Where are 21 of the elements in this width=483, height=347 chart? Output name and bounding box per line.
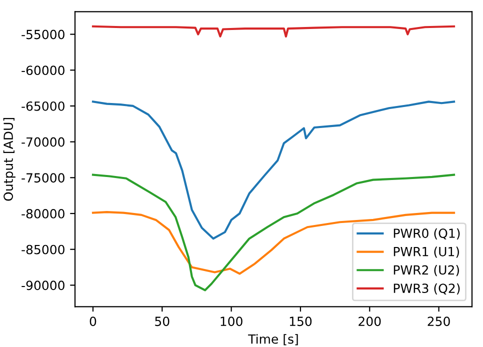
y-tick-label: -75000 <box>22 173 64 183</box>
x-axis-title: Time [s] <box>248 334 298 346</box>
y-tick-label: -65000 <box>22 101 64 111</box>
legend-label: PWR1 (U1) <box>394 246 459 258</box>
y-tick-label: -80000 <box>22 208 64 218</box>
x-tick-label: 250 <box>428 316 450 326</box>
y-tick-label: -70000 <box>22 137 64 147</box>
y-tick-label: -90000 <box>22 280 64 290</box>
x-tick-label: 50 <box>155 316 170 326</box>
y-tick-label: -85000 <box>22 244 64 254</box>
legend-label: PWR0 (Q1) <box>394 228 460 240</box>
legend-label: PWR3 (Q2) <box>394 283 460 294</box>
x-tick-label: 100 <box>220 316 242 326</box>
line-series <box>92 25 456 38</box>
y-tick-label: -60000 <box>22 66 64 76</box>
x-tick-label: 150 <box>290 316 312 326</box>
y-tick-label: -55000 <box>22 30 64 40</box>
x-tick-label: 200 <box>358 316 381 326</box>
x-tick-label: 0 <box>90 316 96 326</box>
y-axis-title: Output [ADU] <box>3 118 16 201</box>
legend-label: PWR2 (U2) <box>394 265 459 276</box>
